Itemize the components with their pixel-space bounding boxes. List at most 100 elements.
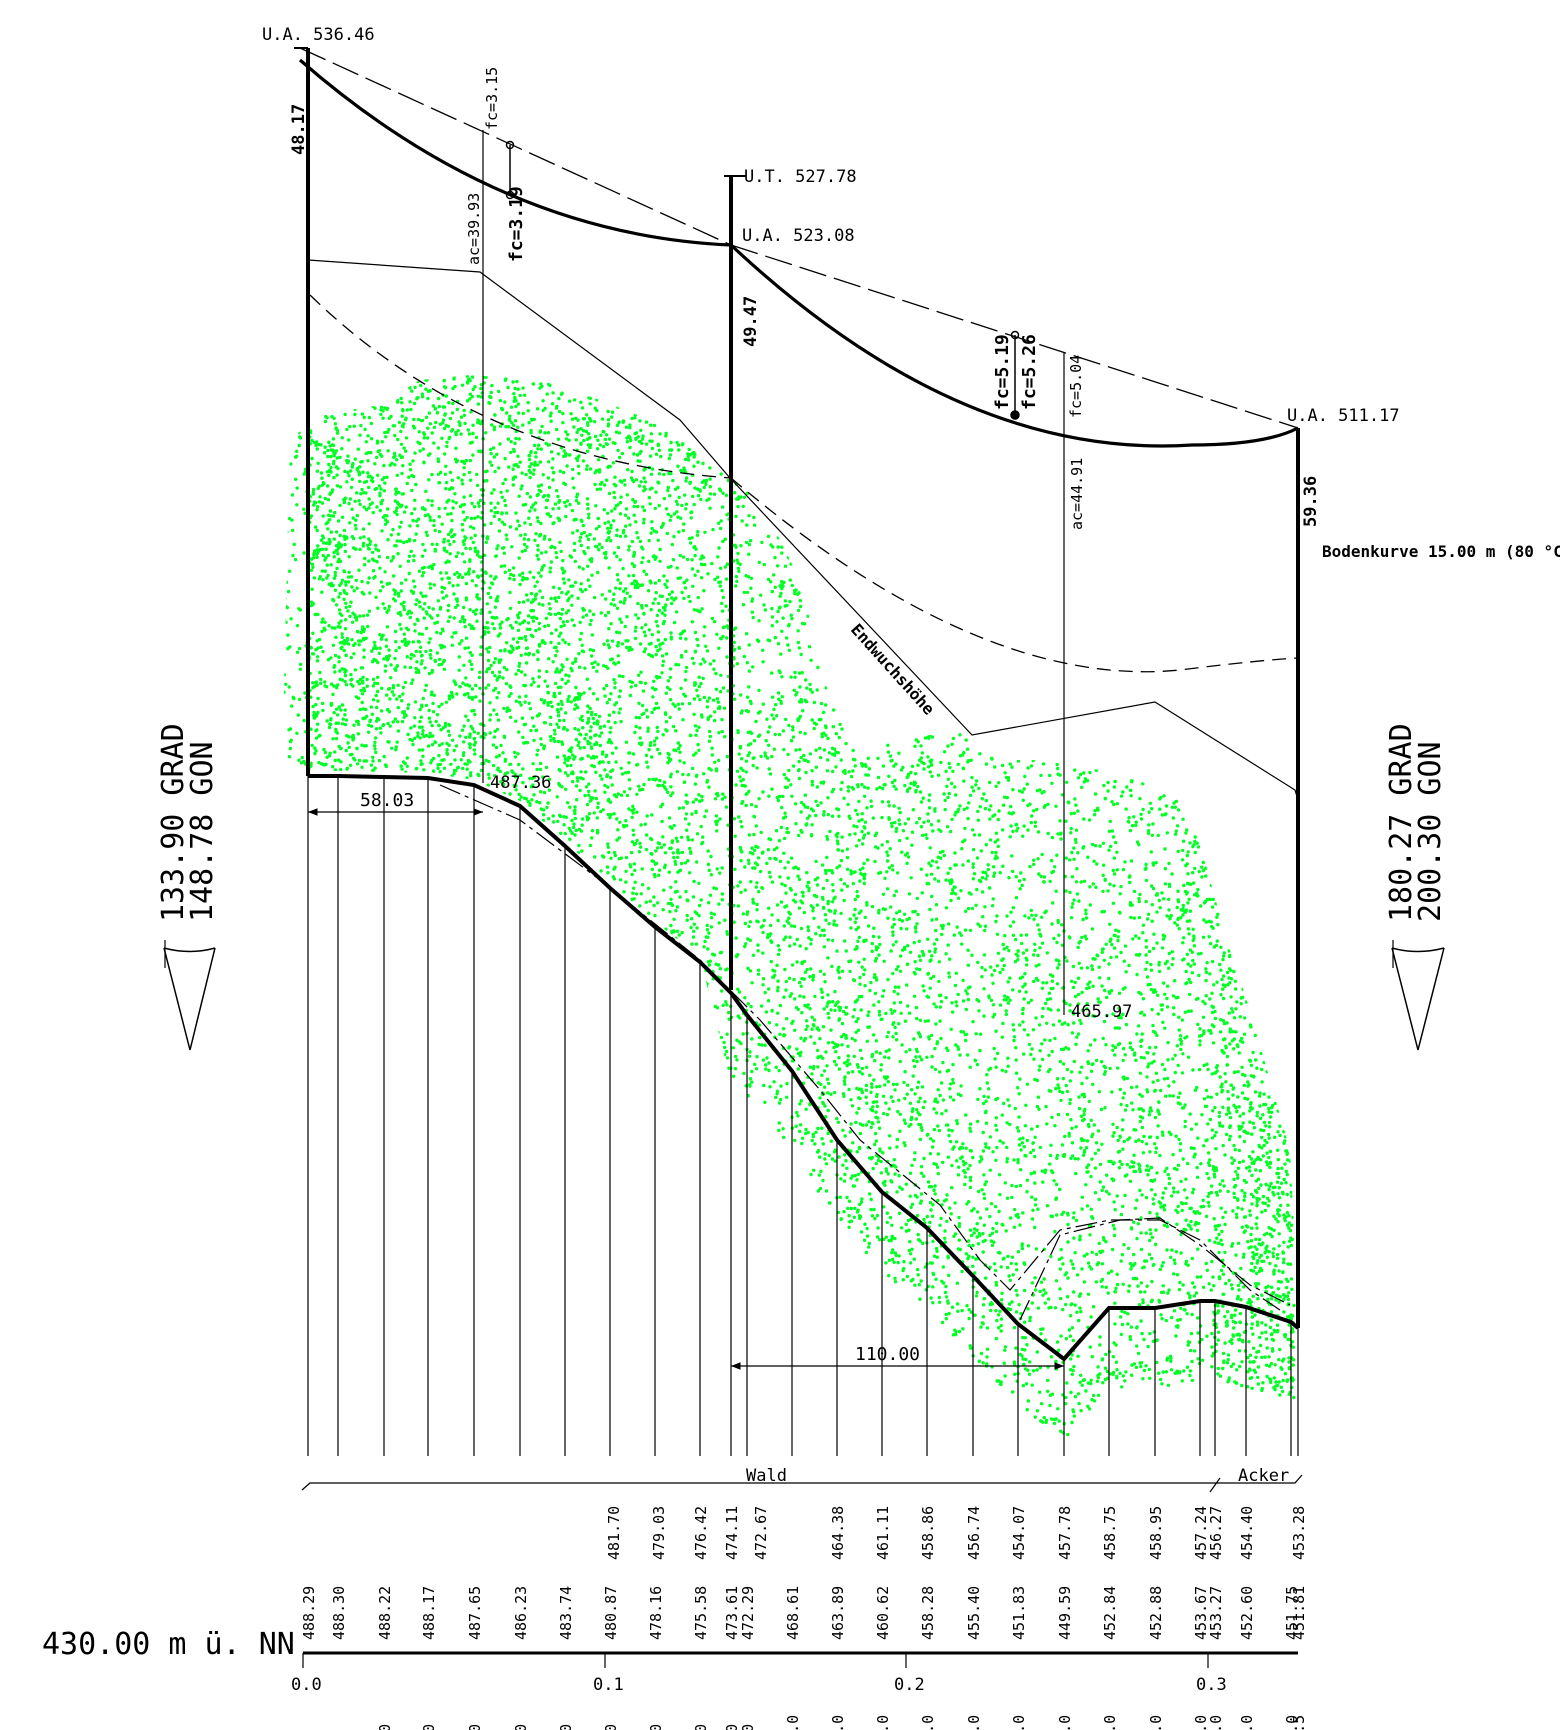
- station-label: 35.0: [466, 1724, 484, 1730]
- vegetation-layer: [282, 375, 1296, 1437]
- upper-elevation-label: 458.75: [1101, 1506, 1119, 1560]
- land-use-acker: Acker: [1238, 1466, 1289, 1486]
- endwuchs-label: Endwuchshöhe: [847, 620, 938, 719]
- direction-right-line2: 200.30 GON: [1413, 741, 1448, 922]
- ground-elevation-label: 468.61: [784, 1586, 802, 1640]
- ground-elevation-label: 488.22: [376, 1586, 394, 1640]
- profile-lines: [163, 47, 1445, 1668]
- sag-label-fc-lower: fc=3.19: [506, 186, 527, 262]
- ground-elevation-label: 475.58: [692, 1586, 710, 1640]
- ground-elevation-label: 452.88: [1147, 1586, 1165, 1640]
- ground-elevation-label: 483.74: [557, 1586, 575, 1640]
- station-label: 15.0: [376, 1724, 394, 1730]
- ground-point-1: 487.36: [490, 773, 551, 793]
- scale-tick-label: 0.2: [894, 1675, 925, 1695]
- sag-point-2a: [1010, 330, 1020, 340]
- station-label: 175.0: [1101, 1715, 1119, 1730]
- station-lines: [307, 776, 1299, 1456]
- ground-elevation-label: 487.65: [466, 1586, 484, 1640]
- ground-elevation-label: 451.83: [1010, 1586, 1028, 1640]
- ground-elevation-label: 458.28: [919, 1586, 937, 1640]
- ground-elevation-label: 452.84: [1101, 1586, 1119, 1640]
- station-label: 185.0: [1147, 1715, 1165, 1730]
- ground-elevation-labels: 488.29 488.30 488.22 488.17 487.65 486.23 483.…: [300, 1586, 1308, 1640]
- upper-elevation-label: 456.27: [1207, 1506, 1225, 1560]
- sag-label-ac-2: ac=44.91: [1068, 458, 1086, 530]
- sag-point-2b: [1010, 410, 1020, 420]
- load-curve-span-1: [309, 294, 732, 479]
- ground-elevation-label: 478.16: [647, 1586, 665, 1640]
- ground-elevation-label: 486.23: [512, 1586, 530, 1640]
- ground-point-2: 465.97: [1071, 1002, 1132, 1022]
- ground-elevation-label: 488.30: [330, 1586, 348, 1640]
- sag-label-fc-b: fc=5.26: [1019, 334, 1040, 410]
- scale-tick-label: 0.0: [291, 1675, 322, 1695]
- ground-elevation-label: 472.29: [739, 1586, 757, 1640]
- upper-elevation-label: 479.03: [650, 1506, 668, 1560]
- station-label: 215.0: [1283, 1715, 1301, 1730]
- scale-tick-label: 0.3: [1196, 1675, 1227, 1695]
- upper-elevation-labels: 481.70 479.03 476.42 474.11 472.67 464.38 461.…: [605, 1506, 1308, 1560]
- station-label: 45.0: [512, 1724, 530, 1730]
- sag-label-fc-c: fc=5.04: [1067, 355, 1085, 418]
- station-label: 195.0: [1192, 1715, 1210, 1730]
- land-use-wald: Wald: [746, 1466, 787, 1486]
- ground-elevation-label: 463.89: [829, 1586, 847, 1640]
- station-label: 55.0: [557, 1724, 575, 1730]
- direction-left-line1: 133.90 GRAD: [156, 723, 191, 922]
- upper-elevation-label: 481.70: [605, 1506, 623, 1560]
- load-curve-span-2: [730, 477, 1299, 673]
- cable-span-2: [729, 243, 1299, 448]
- sag-point-1b: [505, 190, 515, 200]
- land-use-brace: [301, 1474, 1303, 1491]
- upper-elevation-label: 456.74: [965, 1506, 983, 1560]
- station-labels: 0.05.015.025.035.045.055.065.075.085.090…: [376, 1715, 1308, 1730]
- dimension-2: 110.00: [855, 1344, 920, 1365]
- sag-point-1a: [505, 140, 515, 150]
- support-top-label-2: U.T. 527.78: [744, 167, 857, 187]
- ground-elevation-label: 452.60: [1238, 1586, 1256, 1640]
- station-label: 115.0: [829, 1715, 847, 1730]
- station-label: 95.0: [739, 1724, 757, 1730]
- ground-elevation-label: 453.67: [1192, 1586, 1210, 1640]
- scale-tick-labels: 0.0 0.1 0.2 0.3: [291, 1675, 1227, 1695]
- direction-right-line1: 180.27 GRAD: [1384, 723, 1419, 922]
- ground-elevation-label: 488.29: [300, 1586, 318, 1640]
- ground-elevation-label: 455.40: [965, 1586, 983, 1640]
- upper-elevation-label: 461.11: [874, 1506, 892, 1560]
- upper-elevation-label: 457.78: [1056, 1506, 1074, 1560]
- upper-elevation-label: 474.11: [723, 1506, 741, 1560]
- direction-arrow-right: [1391, 947, 1445, 1051]
- sag-label-fc-upper: fc=3.15: [483, 67, 501, 130]
- ground-elevation-label: 473.61: [723, 1586, 741, 1640]
- scale-tick-label: 0.1: [593, 1675, 624, 1695]
- support-height-2: 49.47: [741, 296, 761, 347]
- reference-level: 430.00 m ü. NN: [42, 1627, 295, 1662]
- station-label: 200.0: [1207, 1715, 1225, 1730]
- clearance-line: [307, 259, 1299, 801]
- station-label: 25.0: [420, 1724, 438, 1730]
- bodenkurve-label: Bodenkurve 15.00 m (80 °C): [1322, 542, 1560, 561]
- station-label: 105.0: [784, 1715, 802, 1730]
- chord-span-1: [299, 47, 732, 246]
- station-label: 135.0: [919, 1715, 937, 1730]
- upper-elevation-label: 453.28: [1290, 1506, 1308, 1560]
- secondary-ground-line-2: [1019, 1217, 1291, 1321]
- station-label: 205.0: [1238, 1715, 1256, 1730]
- dimension-1: 58.03: [360, 790, 414, 811]
- station-label: 90.0: [723, 1724, 741, 1730]
- station-label: 217.5: [1290, 1715, 1308, 1730]
- station-label: 165.0: [1056, 1715, 1074, 1730]
- ground-elevation-label: 451.75: [1283, 1586, 1301, 1640]
- upper-elevation-label: 457.24: [1192, 1506, 1210, 1560]
- support-top-label-3: U.A. 523.08: [742, 226, 855, 246]
- upper-elevation-label: 454.07: [1010, 1506, 1028, 1560]
- upper-elevation-label: 464.38: [829, 1506, 847, 1560]
- ground-elevation-label: 449.59: [1056, 1586, 1074, 1640]
- upper-elevation-label: 472.67: [752, 1506, 770, 1560]
- ground-elevation-label: 480.87: [602, 1586, 620, 1640]
- station-label: 75.0: [647, 1724, 665, 1730]
- direction-left-line2: 148.78 GON: [185, 741, 220, 922]
- sag-label-fc-a: fc=5.19: [992, 334, 1013, 410]
